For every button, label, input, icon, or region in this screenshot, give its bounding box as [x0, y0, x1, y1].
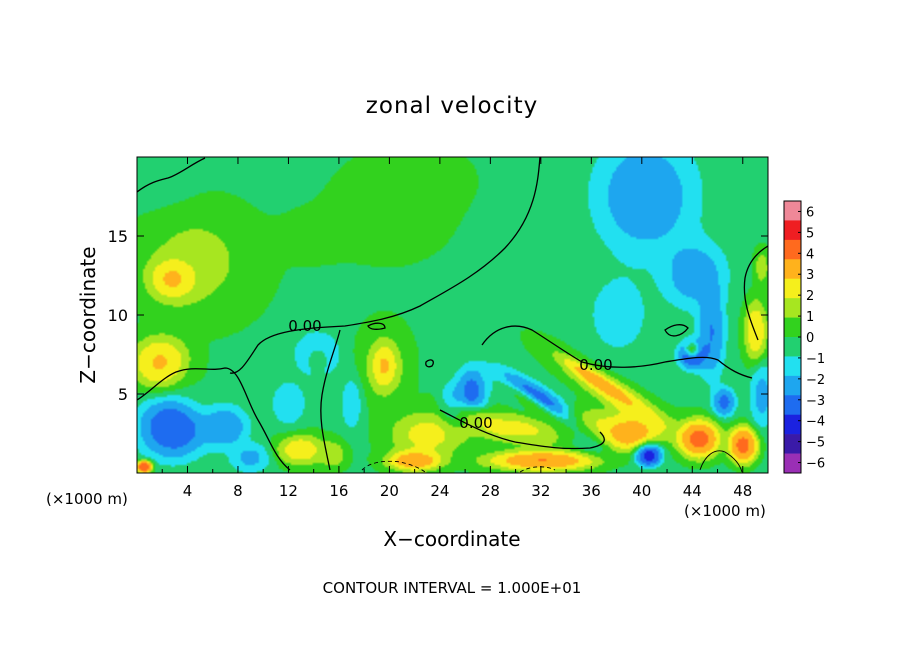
contour-line [439, 409, 605, 450]
contour-line [361, 460, 426, 473]
x-tick-label: 36 [582, 482, 601, 500]
contour-line [743, 245, 768, 341]
contour-line [137, 367, 291, 471]
x-tick-label: 44 [683, 482, 702, 500]
contour-line [367, 322, 386, 330]
colorbar-swatch [784, 201, 801, 221]
colorbar-label: 0 [806, 331, 814, 346]
colorbar-label: −1 [806, 352, 825, 367]
colorbar-swatch [784, 395, 801, 416]
colorbar-swatch [784, 434, 801, 454]
contour-interval-note: CONTOUR INTERVAL = 1.000E+01 [323, 579, 582, 597]
colorbar-swatch [784, 278, 801, 299]
contour-labels: 0.00 0.00 0.00 [288, 317, 612, 432]
x-unit-right: (×1000 m) [684, 502, 766, 520]
colorbar-label: −4 [806, 415, 825, 430]
colorbar-swatch [784, 414, 801, 435]
colorbar-swatch [784, 453, 801, 474]
x-tick-label: 28 [481, 482, 500, 500]
x-tick-marks [161, 157, 744, 473]
colorbar-label: −6 [806, 457, 825, 472]
contour-line [137, 157, 206, 193]
contour-line [425, 359, 434, 368]
contour-line [664, 324, 689, 337]
colorbar-label: 2 [806, 289, 814, 304]
colorbar-label: −5 [806, 436, 825, 451]
contour-label: 0.00 [459, 414, 492, 432]
contour-line [519, 466, 556, 473]
x-tick-label: 40 [632, 482, 651, 500]
colorbar-label: 3 [806, 268, 814, 283]
colorbar-swatch [784, 298, 801, 318]
contour-line [320, 329, 341, 471]
x-axis-label: X−coordinate [383, 527, 520, 551]
x-tick-label: 16 [329, 482, 348, 500]
heatmap-field [137, 157, 768, 473]
y-tick-marks [137, 235, 768, 395]
x-tick-label: 48 [733, 482, 752, 500]
colorbar-swatch [784, 356, 801, 377]
contour-label: 0.00 [579, 356, 612, 374]
colorbar-swatch [784, 220, 801, 241]
chart-title: zonal velocity [366, 93, 538, 119]
contour-line [481, 325, 753, 379]
contour-line [699, 450, 743, 473]
x-tick-label: 4 [183, 482, 193, 500]
colorbar-label: 5 [806, 226, 814, 241]
colorbar-label: 1 [806, 310, 814, 325]
contour-label: 0.00 [288, 317, 321, 335]
y-tick-label: 5 [118, 385, 128, 404]
colorbar-swatch [784, 337, 801, 357]
x-tick-label: 32 [531, 482, 550, 500]
colorbar [783, 200, 802, 474]
x-tick-label: 12 [279, 482, 298, 500]
x-tick-label: 8 [233, 482, 243, 500]
colorbar-label: 6 [806, 205, 814, 220]
colorbar-swatch [784, 259, 801, 280]
y-tick-label: 10 [108, 306, 128, 325]
x-tick-labels: 4 8 12 16 20 24 28 32 36 40 44 48 [183, 482, 753, 500]
y-tick-label: 15 [108, 227, 128, 246]
colorbar-label: −2 [806, 373, 825, 388]
y-tick-labels: 5 10 15 [108, 227, 128, 404]
colorbar-swatch [784, 239, 801, 260]
colorbar-labels: 6 5 4 3 2 1 0 −1 −2 −3 −4 −5 −6 [806, 205, 825, 471]
zero-contours [137, 157, 768, 473]
contour-line [229, 157, 541, 374]
colorbar-swatch [784, 375, 801, 396]
x-unit-left: (×1000 m) [46, 490, 128, 508]
colorbar-swatch [784, 317, 801, 338]
x-tick-label: 24 [430, 482, 449, 500]
plot-area: 0.00 0.00 0.00 [136, 156, 769, 474]
y-axis-label: Z−coordinate [76, 246, 100, 383]
colorbar-label: −3 [806, 394, 825, 409]
colorbar-label: 4 [806, 247, 814, 262]
x-tick-label: 20 [380, 482, 399, 500]
